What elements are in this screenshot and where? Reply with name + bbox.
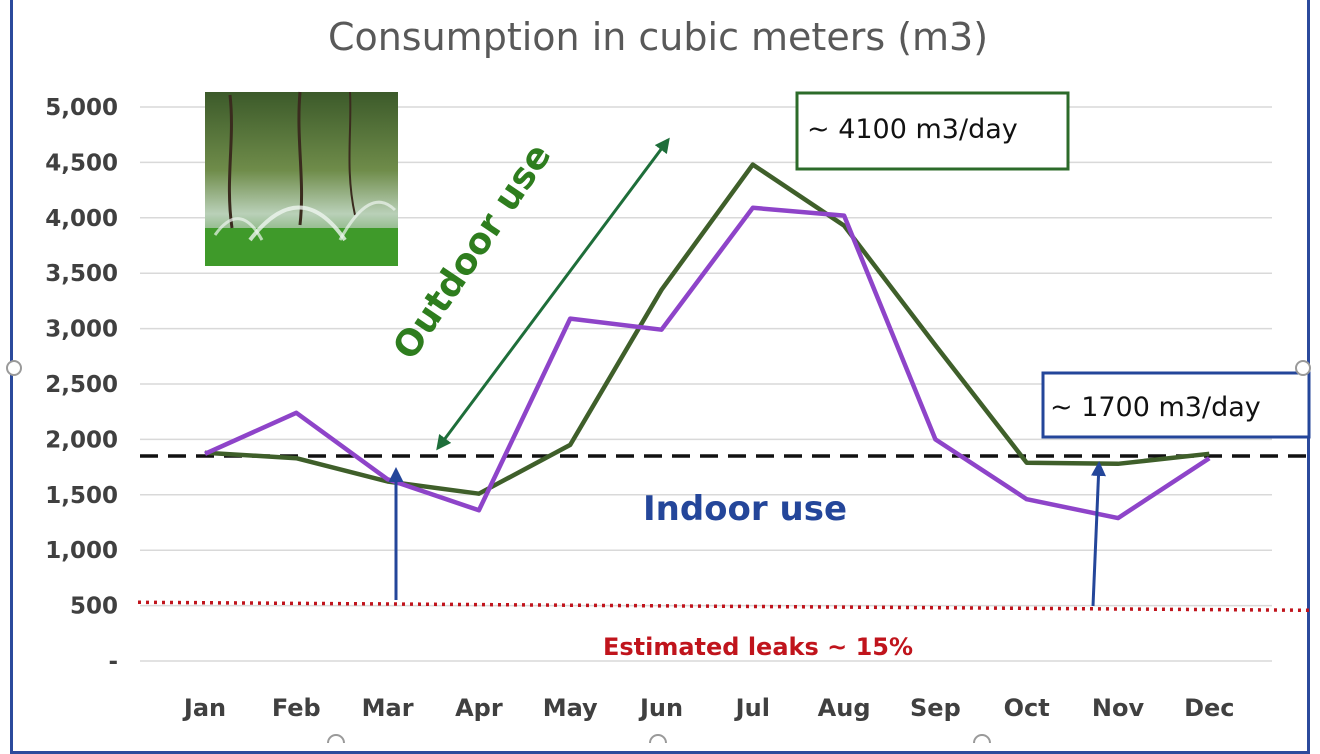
series-line-green	[204, 162, 1210, 496]
x-tick-label: Sep	[910, 694, 961, 722]
frame-handle-bottom-3	[973, 734, 991, 743]
estimated-leaks-label: Estimated leaks ~ 15%	[603, 633, 913, 661]
y-tick-label: 4,500	[45, 150, 118, 176]
y-tick-label: 500	[70, 594, 118, 620]
frame-handle-bottom-2	[649, 734, 667, 743]
x-tick-label: Nov	[1092, 694, 1145, 722]
frame-handle-left	[6, 360, 22, 376]
indoor-arrow-right	[1091, 461, 1106, 607]
chart-title: Consumption in cubic meters (m3)	[328, 15, 988, 59]
x-tick-label: Apr	[455, 694, 503, 722]
x-tick-label: May	[543, 694, 598, 722]
outdoor-range-arrow	[436, 137, 670, 451]
leak-level-dotted	[137, 600, 1311, 613]
x-axis-ticks: Jan Feb Mar Apr May Jun Jul Aug Sep Oct Nov Dec	[182, 694, 1235, 722]
x-tick-label: Mar	[362, 694, 414, 722]
x-tick-label: Aug	[818, 694, 871, 722]
y-tick-label: 1,000	[45, 538, 118, 564]
peak-callout-text: ~ 4100 m3/day	[807, 114, 1018, 145]
y-tick-label: 2,500	[45, 372, 118, 398]
frame-handle-right	[1295, 360, 1311, 376]
series-line-purple	[204, 205, 1211, 521]
x-tick-label: Jul	[734, 694, 770, 722]
y-tick-label: 2,000	[45, 427, 118, 453]
y-tick-label: 3,500	[45, 261, 118, 287]
y-axis-ticks: - 500 1,000 1,500 2,000 2,500 3,000 3,500 4,000 4…	[45, 95, 118, 675]
base-callout-box	[1041, 371, 1311, 439]
x-tick-label: Jan	[182, 694, 226, 722]
x-tick-label: Oct	[1004, 694, 1050, 722]
outdoor-use-label: Outdoor use	[385, 136, 559, 367]
sprinkler-photo	[205, 91, 398, 266]
peak-callout-box	[795, 91, 1070, 171]
y-tick-label: 3,000	[45, 317, 118, 343]
y-tick-label: 1,500	[45, 483, 118, 509]
y-tick-label: 4,000	[45, 206, 118, 232]
x-tick-label: Feb	[272, 694, 321, 722]
y-tick-label: 5,000	[45, 95, 118, 121]
x-tick-label: Dec	[1184, 694, 1234, 722]
frame-handle-bottom-1	[327, 734, 345, 743]
y-tick-label: -	[108, 649, 118, 675]
indoor-use-label: Indoor use	[643, 489, 847, 529]
x-tick-label: Jun	[638, 694, 683, 722]
base-callout-text: ~ 1700 m3/day	[1050, 392, 1261, 423]
